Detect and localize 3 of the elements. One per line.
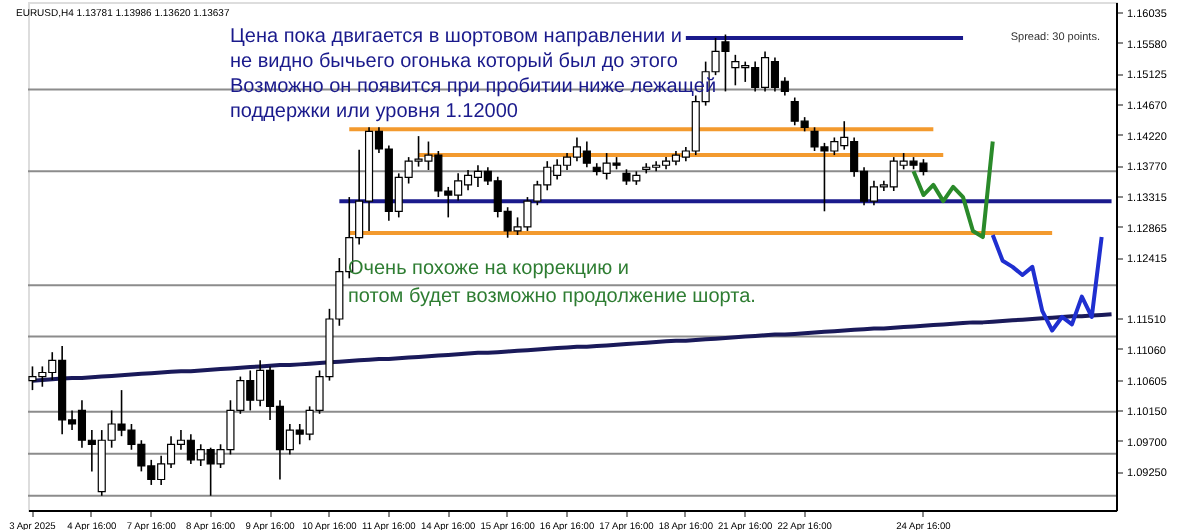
line-series: [30, 312, 1114, 383]
line-series: [911, 139, 995, 240]
line-series: [990, 233, 1104, 333]
